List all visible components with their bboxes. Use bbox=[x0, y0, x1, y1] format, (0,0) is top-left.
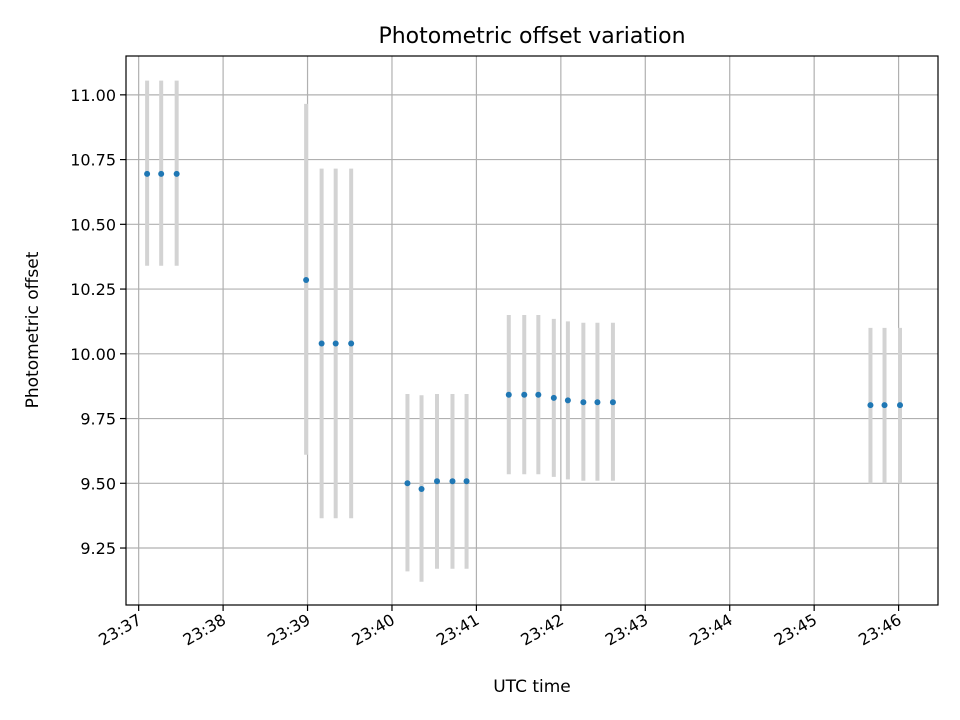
x-tick-label: 23:44 bbox=[686, 610, 735, 650]
data-point bbox=[418, 485, 425, 492]
data-point bbox=[158, 170, 165, 177]
data-point bbox=[564, 397, 571, 404]
data-point bbox=[332, 340, 339, 347]
x-tick-label: 23:46 bbox=[855, 610, 904, 650]
data-point bbox=[434, 478, 441, 485]
x-tick-label: 23:38 bbox=[180, 610, 229, 650]
data-point bbox=[609, 399, 616, 406]
data-point bbox=[897, 402, 904, 409]
data-point bbox=[594, 399, 601, 406]
x-tick-label: 23:40 bbox=[349, 610, 398, 650]
x-tick-label: 23:42 bbox=[517, 610, 566, 650]
y-tick-label: 9.50 bbox=[80, 474, 116, 493]
data-point bbox=[348, 340, 355, 347]
x-tick-label: 23:43 bbox=[602, 610, 651, 650]
x-axis-label: UTC time bbox=[493, 677, 571, 697]
error-bars bbox=[145, 80, 903, 582]
data-point bbox=[535, 391, 542, 398]
data-point bbox=[318, 340, 325, 347]
data-point bbox=[404, 480, 411, 487]
data-point bbox=[550, 394, 557, 401]
y-tick-label: 9.25 bbox=[80, 539, 116, 558]
data-point bbox=[881, 402, 888, 409]
plot-frame bbox=[125, 55, 939, 606]
data-point bbox=[867, 402, 874, 409]
data-point bbox=[173, 170, 180, 177]
x-tick-label: 23:37 bbox=[95, 610, 144, 650]
x-tick-label: 23:41 bbox=[433, 610, 482, 650]
y-tick-label: 11.00 bbox=[70, 86, 116, 105]
grid-lines bbox=[126, 56, 938, 605]
chart-title: Photometric offset variation bbox=[378, 24, 685, 49]
x-tick-label: 23:39 bbox=[264, 610, 313, 650]
data-point bbox=[303, 277, 310, 284]
y-tick-label: 9.75 bbox=[80, 410, 116, 429]
y-tick-label: 10.25 bbox=[70, 280, 116, 299]
data-point bbox=[144, 170, 151, 177]
data-points bbox=[144, 170, 904, 492]
data-point bbox=[580, 399, 587, 406]
y-tick-label: 10.50 bbox=[70, 215, 116, 234]
axis-ticks: 23:37 23:38 23:39 23:40 23:41 23:42 23:43 23:44… bbox=[70, 86, 904, 650]
data-point bbox=[449, 478, 456, 485]
data-point bbox=[521, 391, 528, 398]
y-tick-label: 10.00 bbox=[70, 345, 116, 364]
data-point bbox=[463, 478, 470, 485]
y-tick-label: 10.75 bbox=[70, 151, 116, 170]
x-tick-label: 23:45 bbox=[771, 610, 820, 650]
y-axis-label: Photometric offset bbox=[23, 251, 43, 408]
data-point bbox=[505, 391, 512, 398]
